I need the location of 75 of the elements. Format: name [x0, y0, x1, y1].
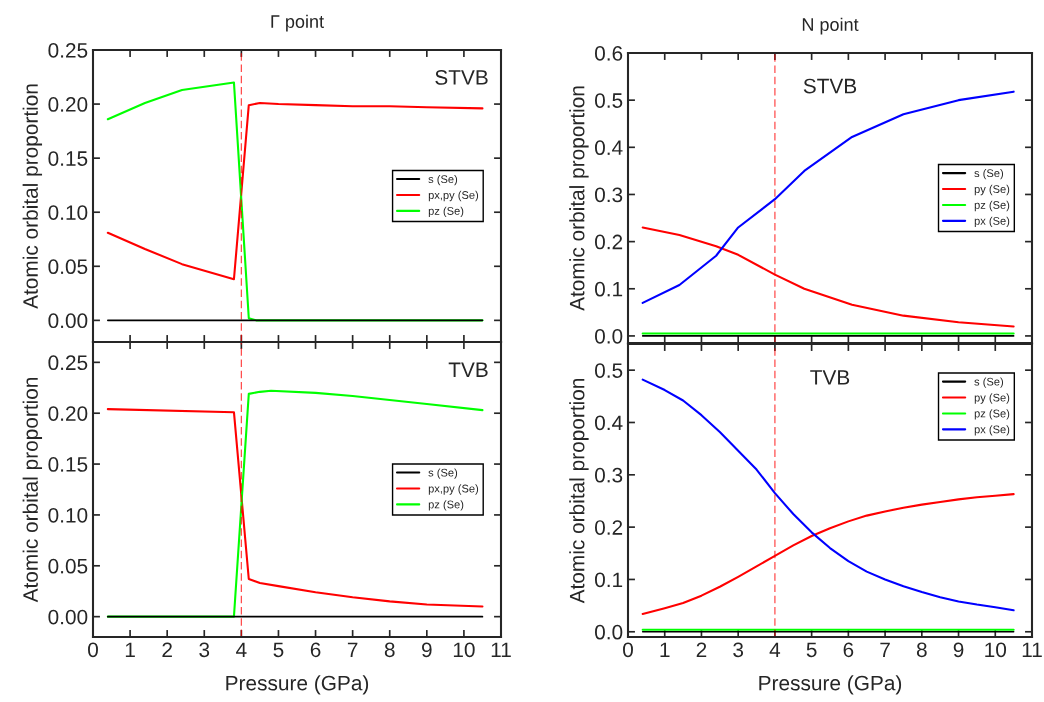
legend-label: pz (Se)	[974, 409, 1010, 420]
annotation: STVB	[435, 70, 488, 85]
legend-label: pz (Se)	[974, 200, 1010, 212]
x-tick-label: 6	[843, 642, 854, 658]
chart-title: N point	[802, 17, 859, 35]
x-tick-label: 6	[310, 642, 321, 658]
x-tick-label: 9	[422, 642, 432, 658]
y-axis-title: Atomic orbital proportion	[569, 378, 589, 604]
x-tick-label: 11	[491, 642, 511, 657]
legend-label: py (Se)	[974, 184, 1010, 196]
x-tick-label: 5	[806, 642, 817, 658]
y-tick-label: 0.1	[594, 281, 623, 297]
x-tick-label: 0	[623, 642, 633, 658]
x-tick-label: 4	[236, 642, 247, 657]
x-tick-label: 4	[769, 642, 781, 657]
y-axis-title: Atomic orbital proportion	[22, 377, 43, 603]
x-tick-label: 8	[916, 642, 927, 658]
y-tick-label: 0.05	[48, 558, 88, 574]
y-axis-title: Atomic orbital proportion	[569, 86, 589, 311]
x-tick-label: 1	[125, 642, 135, 657]
y-tick-label: 0.3	[594, 187, 623, 203]
y-tick-label: 0.25	[48, 355, 88, 371]
x-tick-label: 2	[162, 642, 172, 657]
y-tick-label: 0.20	[48, 406, 88, 421]
chart-title: Γ point	[271, 14, 324, 32]
y-tick-label: 0.2	[594, 520, 623, 535]
legend-label: pz (Se)	[428, 500, 464, 511]
x-tick-label: 0	[88, 642, 98, 658]
y-tick-label: 0.4	[594, 415, 623, 431]
y-tick-label: 0.15	[48, 151, 88, 166]
x-axis-title: Pressure (GPa)	[226, 675, 369, 695]
legend-label: px (Se)	[974, 216, 1010, 228]
y-tick-label: 0.00	[48, 609, 88, 625]
x-tick-label: 7	[880, 642, 890, 657]
annotation: TVB	[810, 370, 850, 385]
y-tick-label: 0.15	[48, 457, 88, 472]
x-tick-label: 1	[660, 642, 670, 657]
y-tick-label: 0.5	[594, 93, 623, 108]
legend-label: s (Se)	[428, 468, 458, 479]
legend-label: px,py (Se)	[428, 190, 479, 202]
x-tick-label: 11	[1022, 642, 1042, 657]
x-axis-title: Pressure (GPa)	[759, 675, 902, 695]
y-tick-label: 0.2	[594, 234, 623, 250]
annotation: TVB	[448, 362, 488, 377]
y-tick-label: 0.1	[594, 572, 623, 588]
y-tick-label: 0.10	[48, 205, 88, 220]
y-tick-label: 0.20	[48, 97, 88, 112]
legend-label: pz (Se)	[428, 206, 464, 218]
x-tick-label: 3	[199, 642, 210, 658]
legend-label: s (Se)	[974, 377, 1004, 388]
y-tick-label: 0.05	[48, 259, 88, 275]
y-tick-label: 0.25	[48, 43, 88, 58]
annotation: STVB	[803, 78, 857, 94]
legend-label: s (Se)	[974, 168, 1004, 180]
legend-label: py (Se)	[974, 393, 1010, 404]
x-tick-label: 7	[347, 642, 358, 657]
x-tick-label: 8	[384, 642, 395, 658]
x-tick-label: 9	[953, 642, 964, 658]
y-tick-label: 0.5	[594, 363, 623, 378]
y-tick-label: 0.3	[594, 467, 623, 483]
x-tick-label: 10	[985, 642, 1007, 658]
legend-label: s (Se)	[428, 174, 458, 186]
x-tick-label: 2	[696, 642, 707, 657]
x-tick-label: 10	[453, 642, 475, 658]
x-tick-label: 5	[273, 642, 284, 658]
legend-label: px,py (Se)	[428, 484, 479, 495]
y-tick-label: 0.6	[594, 46, 623, 61]
y-tick-label: 0.00	[48, 313, 88, 329]
y-tick-label: 0.0	[594, 624, 623, 640]
y-tick-label: 0.4	[594, 140, 623, 156]
y-tick-label: 0.0	[594, 328, 623, 344]
y-tick-label: 0.10	[48, 507, 88, 523]
y-axis-title: Atomic orbital proportion	[22, 84, 43, 309]
x-tick-label: 3	[733, 642, 744, 658]
legend-label: px (Se)	[974, 425, 1010, 436]
